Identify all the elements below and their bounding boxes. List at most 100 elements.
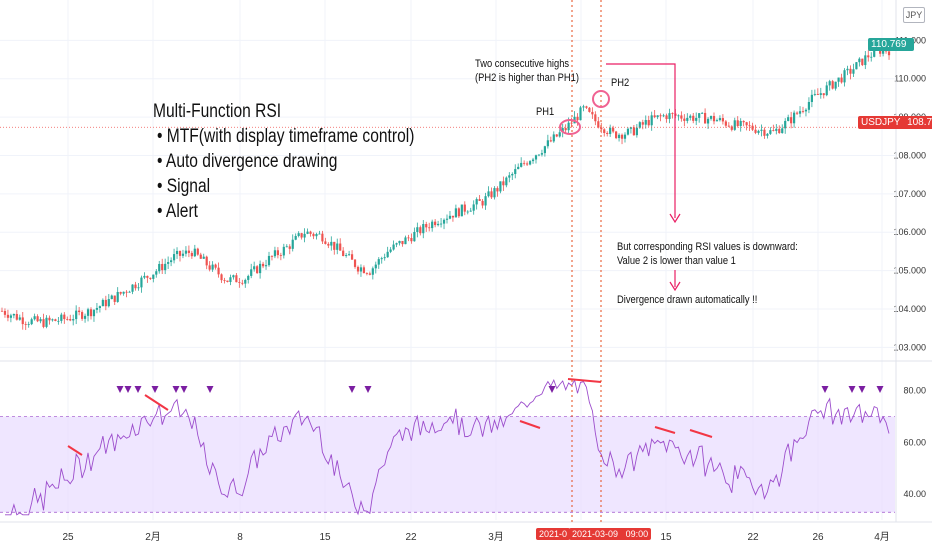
candle-body bbox=[36, 316, 39, 322]
candle-body bbox=[267, 255, 271, 266]
rsi-tick-label: 80.00 bbox=[903, 386, 926, 396]
annotation-ph1: PH1 bbox=[536, 106, 555, 118]
candle-body bbox=[134, 284, 137, 289]
candle-body bbox=[330, 241, 333, 246]
candle-body bbox=[813, 93, 816, 95]
candle-body bbox=[730, 126, 733, 130]
candle-body bbox=[196, 248, 199, 255]
candle-body bbox=[345, 255, 348, 256]
candle-body bbox=[211, 264, 214, 270]
candle-body bbox=[86, 309, 90, 316]
candle-body bbox=[718, 118, 722, 121]
x-tick-label: 22 bbox=[747, 532, 759, 543]
divergence-line bbox=[144, 394, 169, 411]
candle-body bbox=[632, 127, 635, 136]
candle-body bbox=[810, 94, 813, 102]
last-price-badge: 110.769 bbox=[868, 38, 914, 51]
annotation-rsi-1: But corresponding RSI values is downward… bbox=[617, 241, 798, 253]
candle-body bbox=[867, 55, 870, 58]
candle-body bbox=[353, 259, 357, 267]
candle-body bbox=[481, 200, 484, 206]
signal-triangle bbox=[151, 386, 159, 393]
candle-body bbox=[24, 324, 27, 325]
candle-body bbox=[12, 313, 15, 316]
divergence-line bbox=[67, 445, 83, 456]
candle-body bbox=[478, 199, 481, 201]
candle-body bbox=[870, 56, 873, 58]
candle-body bbox=[226, 280, 229, 282]
candle-body bbox=[558, 132, 561, 137]
candle-body bbox=[434, 221, 437, 226]
candle-body bbox=[238, 282, 241, 283]
candle-body bbox=[787, 117, 790, 121]
x-tick-label: 25 bbox=[62, 532, 74, 543]
candle-body bbox=[419, 227, 422, 234]
candle-body bbox=[425, 224, 428, 228]
candle-body bbox=[564, 128, 567, 131]
candle-body bbox=[472, 204, 475, 211]
candle-body bbox=[318, 233, 321, 235]
candle-body bbox=[241, 282, 244, 284]
candle-body bbox=[54, 319, 57, 321]
candle-body bbox=[137, 287, 140, 289]
x-tick-label: 22 bbox=[405, 532, 417, 543]
candle-body bbox=[250, 269, 253, 276]
candle-body bbox=[579, 107, 582, 121]
candle-body bbox=[205, 256, 208, 266]
candle-body bbox=[229, 277, 232, 282]
candle-body bbox=[739, 120, 742, 126]
candle-body bbox=[843, 70, 846, 83]
candle-body bbox=[416, 227, 419, 232]
candle-body bbox=[39, 319, 42, 322]
candle-body bbox=[882, 49, 885, 54]
divergence-line bbox=[567, 378, 602, 383]
candle-body bbox=[92, 309, 96, 317]
candle-body bbox=[668, 113, 671, 120]
candle-body bbox=[294, 235, 297, 240]
candle-body bbox=[727, 125, 730, 127]
candle-body bbox=[395, 243, 398, 245]
candle-body bbox=[508, 175, 511, 178]
date-badge-1: 2021-0 bbox=[536, 528, 571, 540]
candle-body bbox=[615, 131, 618, 139]
price-tick-label: 105.000 bbox=[893, 266, 926, 276]
candle-body bbox=[490, 191, 493, 198]
ph1-circle bbox=[559, 119, 581, 135]
candle-body bbox=[119, 291, 122, 294]
candle-body bbox=[549, 140, 552, 142]
candle-body bbox=[629, 127, 633, 129]
candle-body bbox=[641, 122, 644, 125]
candle-body bbox=[466, 211, 469, 213]
signal-triangle bbox=[821, 386, 829, 393]
candle-body bbox=[493, 188, 496, 198]
candle-body bbox=[51, 319, 54, 321]
annotation-highs-1: Two consecutive highs bbox=[475, 58, 570, 70]
candle-body bbox=[187, 250, 190, 253]
candle-body bbox=[365, 273, 368, 274]
candle-body bbox=[484, 196, 487, 206]
candle-body bbox=[828, 81, 831, 86]
candle-body bbox=[140, 277, 143, 288]
signal-triangle bbox=[858, 386, 866, 393]
candle-body bbox=[769, 130, 772, 134]
candle-body bbox=[475, 199, 478, 205]
candle-body bbox=[531, 159, 535, 162]
candle-body bbox=[33, 316, 36, 320]
currency-label[interactable]: JPY bbox=[903, 7, 925, 23]
candle-body bbox=[585, 106, 588, 108]
candle-body bbox=[122, 291, 125, 294]
candle-body bbox=[404, 237, 407, 245]
x-tick-label: 8 bbox=[237, 532, 243, 543]
candle-body bbox=[849, 68, 852, 74]
candle-body bbox=[879, 48, 882, 54]
candle-body bbox=[217, 267, 220, 275]
candle-body bbox=[107, 299, 110, 307]
candle-body bbox=[819, 93, 822, 95]
candle-body bbox=[612, 127, 615, 132]
candle-body bbox=[383, 257, 386, 259]
candle-body bbox=[439, 223, 443, 225]
rsi-band bbox=[0, 416, 895, 513]
candle-body bbox=[377, 259, 380, 265]
candle-body bbox=[264, 265, 268, 267]
overlay-title: Multi-Function RSI bbox=[153, 101, 282, 122]
